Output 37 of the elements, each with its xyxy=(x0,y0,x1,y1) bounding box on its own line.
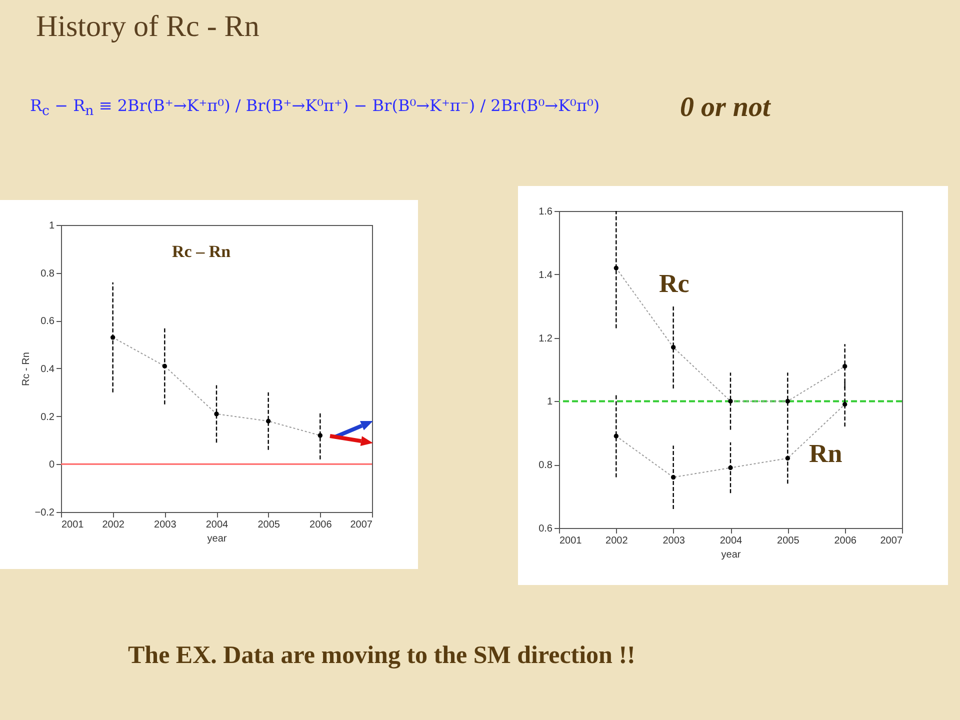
x-tick-label: 2003 xyxy=(154,520,177,530)
x-tick-label: 2007 xyxy=(350,520,373,530)
y-tick-label: 0.6 xyxy=(538,524,553,534)
y-tick-label: 0.8 xyxy=(538,460,553,472)
y-axis-title: Rc - Rn xyxy=(20,352,32,386)
y-tick-label: 0.8 xyxy=(40,268,55,280)
y-tick-label: 0 xyxy=(48,460,55,471)
annotation: Rc – Rn xyxy=(172,242,231,262)
y-tick-label: 0.6 xyxy=(40,316,55,328)
x-tick-label: 2005 xyxy=(777,536,800,546)
y-tick-label: 1.2 xyxy=(538,333,553,344)
y-tick-label: −0.2 xyxy=(34,508,55,518)
x-tick-label: 2006 xyxy=(310,520,332,530)
y-tick-label: 0.2 xyxy=(40,412,55,423)
series-label: Rn xyxy=(809,439,843,468)
y-tick-label: 0.4 xyxy=(40,364,55,375)
y-tick-label: 1.4 xyxy=(538,270,553,281)
x-tick-label: 2005 xyxy=(258,520,280,530)
text: 0 or not xyxy=(680,92,770,124)
x-axis-title: year xyxy=(207,534,228,544)
series-label: Rc xyxy=(659,269,690,298)
y-tick-label: 1 xyxy=(48,220,55,232)
chart-title: History of Rc - Rn xyxy=(36,10,260,44)
text: R$_{c}$ − R$_{n}$ ≡ 2Br(B⁺→K⁺π⁰) / Br(B⁺→K⁰π⁺) − Br(B⁰→K⁺π⁻) / 2Br(B⁰→K⁰π⁰) xyxy=(30,96,600,120)
x-tick-label: 2006 xyxy=(834,536,857,546)
y-tick-label: 1.6 xyxy=(538,206,553,218)
x-axis-title: year xyxy=(721,550,742,560)
x-tick-label: 2001 xyxy=(560,536,582,546)
x-tick-label: 2007 xyxy=(880,536,903,546)
x-tick-label: 2002 xyxy=(102,520,125,530)
y-tick-label: 1 xyxy=(546,396,553,408)
x-tick-label: 2002 xyxy=(606,536,628,546)
x-tick-label: 2003 xyxy=(662,536,686,546)
x-tick-label: 2004 xyxy=(720,536,743,546)
x-tick-label: 2004 xyxy=(206,520,229,530)
x-tick-label: 2001 xyxy=(62,520,84,530)
text: The EX. Data are moving to the SM direction !! xyxy=(128,642,636,670)
